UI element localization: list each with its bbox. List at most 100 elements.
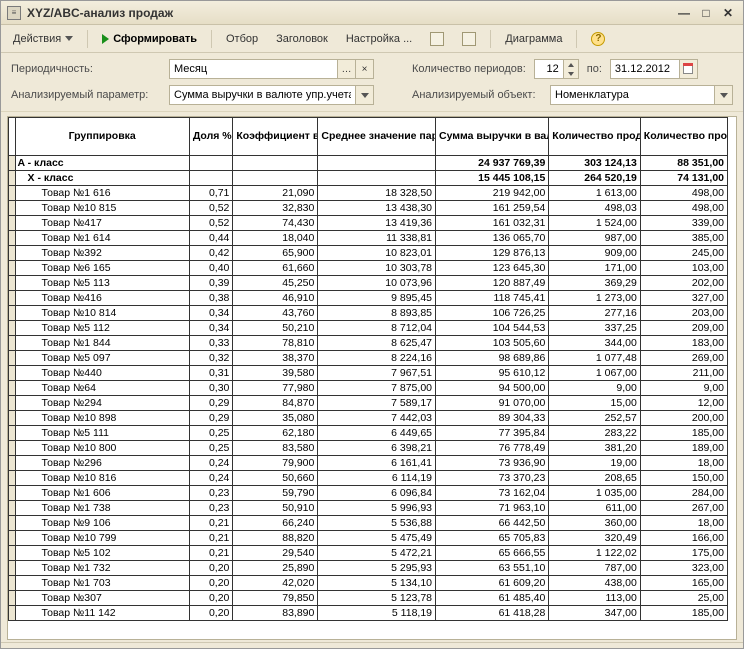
periodicity-combo[interactable]: … × <box>169 59 374 79</box>
cell[interactable]: 73 370,23 <box>436 471 549 486</box>
cell[interactable]: 1 067,00 <box>549 366 641 381</box>
cell[interactable]: 63 551,10 <box>436 561 549 576</box>
minimize-button[interactable]: — <box>675 5 693 21</box>
cell[interactable]: Товар №1 703 <box>15 576 189 591</box>
col-qty[interactable]: Количество проданных товаров <box>549 118 641 156</box>
cell[interactable]: 171,00 <box>549 261 641 276</box>
cell[interactable]: 166,00 <box>640 531 727 546</box>
maximize-button[interactable]: □ <box>697 5 715 21</box>
cell[interactable]: 12,00 <box>640 396 727 411</box>
class-row[interactable]: X - класс15 445 108,15264 520,1974 131,0… <box>9 171 728 186</box>
cell[interactable]: 103 505,60 <box>436 336 549 351</box>
object-input[interactable] <box>551 86 714 104</box>
cell[interactable]: 208,65 <box>549 471 641 486</box>
table-row[interactable]: Товар №10 8150,5232,83013 438,30161 259,… <box>9 201 728 216</box>
cell[interactable]: Товар №307 <box>15 591 189 606</box>
cell[interactable]: 0,34 <box>189 306 233 321</box>
cell[interactable]: 909,00 <box>549 246 641 261</box>
cell[interactable]: 10 823,01 <box>318 246 436 261</box>
cell[interactable]: X - класс <box>15 171 189 186</box>
cell[interactable]: 0,20 <box>189 561 233 576</box>
cell[interactable]: 498,00 <box>640 201 727 216</box>
cell[interactable]: 0,44 <box>189 231 233 246</box>
cell[interactable]: 0,40 <box>189 261 233 276</box>
cell[interactable]: 5 472,21 <box>318 546 436 561</box>
table-row[interactable]: Товар №1 7320,2025,8905 295,9363 551,107… <box>9 561 728 576</box>
param-input[interactable] <box>170 86 355 104</box>
cell[interactable]: 5 475,49 <box>318 531 436 546</box>
close-button[interactable]: ✕ <box>719 5 737 21</box>
cell[interactable]: 50,210 <box>233 321 318 336</box>
cell[interactable]: Товар №440 <box>15 366 189 381</box>
cell[interactable]: 337,25 <box>549 321 641 336</box>
cell[interactable]: 11 338,81 <box>318 231 436 246</box>
cell[interactable]: 0,34 <box>189 321 233 336</box>
cell[interactable]: 0,71 <box>189 186 233 201</box>
cell[interactable]: 136 065,70 <box>436 231 549 246</box>
cell[interactable]: 211,00 <box>640 366 727 381</box>
cell[interactable]: 1 524,00 <box>549 216 641 231</box>
cell[interactable]: 498,03 <box>549 201 641 216</box>
cell[interactable]: 8 625,47 <box>318 336 436 351</box>
cell[interactable]: 21,090 <box>233 186 318 201</box>
cell[interactable]: 94 500,00 <box>436 381 549 396</box>
cell[interactable]: 438,00 <box>549 576 641 591</box>
cell[interactable]: 6 449,65 <box>318 426 436 441</box>
cell[interactable]: 360,00 <box>549 516 641 531</box>
cell[interactable]: 0,21 <box>189 531 233 546</box>
cell[interactable]: 89 304,33 <box>436 411 549 426</box>
table-row[interactable]: Товар №4160,3846,9109 895,45118 745,411 … <box>9 291 728 306</box>
table-row[interactable]: Товар №10 8980,2935,0807 442,0389 304,33… <box>9 411 728 426</box>
cell[interactable]: 6 161,41 <box>318 456 436 471</box>
cell[interactable]: 0,21 <box>189 546 233 561</box>
cell[interactable]: 65 705,83 <box>436 531 549 546</box>
table-row[interactable]: Товар №5 1110,2562,1806 449,6577 395,842… <box>9 426 728 441</box>
actions-menu[interactable]: Действия <box>9 31 77 47</box>
cell[interactable]: 344,00 <box>549 336 641 351</box>
cell[interactable]: 183,00 <box>640 336 727 351</box>
cell[interactable]: Товар №10 816 <box>15 471 189 486</box>
cell[interactable]: 42,020 <box>233 576 318 591</box>
table-row[interactable]: Товар №10 8000,2583,5806 398,2176 778,49… <box>9 441 728 456</box>
help-button[interactable]: ? <box>587 30 609 48</box>
col-var[interactable]: Коэффициент вариации <box>233 118 318 156</box>
table-row[interactable]: Товар №3070,2079,8505 123,7861 485,40113… <box>9 591 728 606</box>
cell[interactable]: 347,00 <box>549 606 641 621</box>
cell[interactable]: 1 122,02 <box>549 546 641 561</box>
cell[interactable]: 66,240 <box>233 516 318 531</box>
cell[interactable]: 219 942,00 <box>436 186 549 201</box>
cell[interactable]: 83,580 <box>233 441 318 456</box>
calendar-button[interactable] <box>679 60 697 78</box>
table-row[interactable]: Товар №1 7380,2350,9105 996,9371 963,106… <box>9 501 728 516</box>
cell[interactable]: 0,32 <box>189 351 233 366</box>
cell[interactable]: Товар №1 732 <box>15 561 189 576</box>
cell[interactable]: 84,870 <box>233 396 318 411</box>
cell[interactable]: Товар №9 106 <box>15 516 189 531</box>
cell[interactable]: 323,00 <box>640 561 727 576</box>
cell[interactable]: 106 726,25 <box>436 306 549 321</box>
cell[interactable]: A - класс <box>15 156 189 171</box>
cell[interactable]: 45,250 <box>233 276 318 291</box>
cell[interactable]: 19,00 <box>549 456 641 471</box>
cell[interactable]: 8 224,16 <box>318 351 436 366</box>
cell[interactable] <box>189 156 233 171</box>
cell[interactable]: 6 096,84 <box>318 486 436 501</box>
table-row[interactable]: Товар №2940,2984,8707 589,1791 070,0015,… <box>9 396 728 411</box>
param-combo[interactable] <box>169 85 374 105</box>
cell[interactable]: 327,00 <box>640 291 727 306</box>
table-row[interactable]: Товар №5 1120,3450,2108 712,04104 544,53… <box>9 321 728 336</box>
cell[interactable]: 264 520,19 <box>549 171 641 186</box>
table-row[interactable]: Товар №4400,3139,5807 967,5195 610,121 0… <box>9 366 728 381</box>
cell[interactable]: 1 077,48 <box>549 351 641 366</box>
cell[interactable]: 123 645,30 <box>436 261 549 276</box>
cell[interactable]: 39,580 <box>233 366 318 381</box>
cell[interactable] <box>233 156 318 171</box>
cell[interactable]: Товар №64 <box>15 381 189 396</box>
cell[interactable]: 73 162,04 <box>436 486 549 501</box>
cell[interactable]: 0,25 <box>189 441 233 456</box>
cell[interactable]: 203,00 <box>640 306 727 321</box>
cell[interactable]: 74 131,00 <box>640 171 727 186</box>
spinner-down[interactable] <box>564 69 578 78</box>
settings-button[interactable]: Настройка ... <box>342 31 416 47</box>
col-group[interactable]: Группировка <box>15 118 189 156</box>
